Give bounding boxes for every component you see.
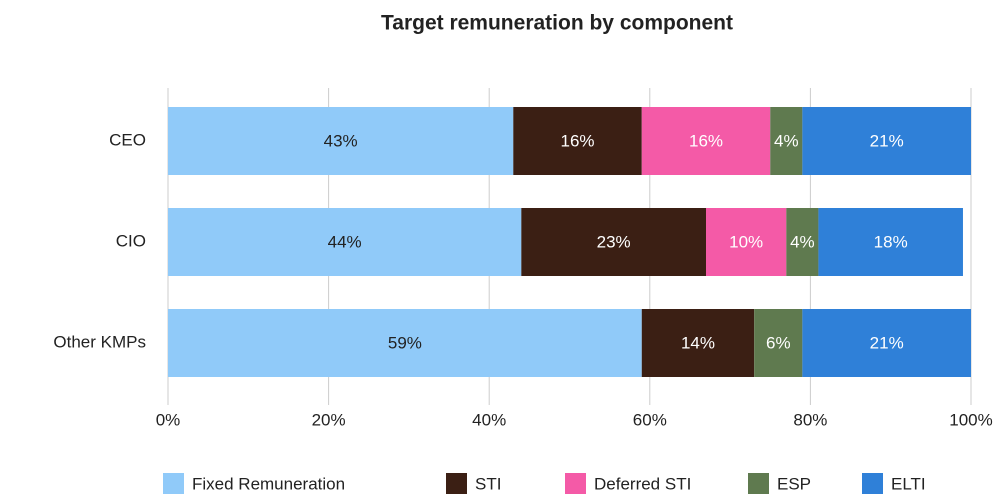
data-label: 18% [874,232,908,251]
x-tick-label: 20% [312,410,346,429]
x-tick-label: 100% [949,410,992,429]
x-tick-label: 40% [472,410,506,429]
bar-segment [818,208,963,276]
chart-title: Target remuneration by component [381,12,733,35]
data-label: 16% [689,131,723,150]
data-label: 21% [870,131,904,150]
data-label: 43% [324,131,358,150]
bar-segment [513,107,642,175]
legend-swatch [565,473,586,494]
bar-segment [641,107,771,175]
legend-swatch [748,473,769,494]
bar-segment [168,309,642,377]
legend-label: Deferred STI [594,474,691,493]
data-label: 4% [774,131,799,150]
data-label: 10% [729,232,763,251]
y-tick-label: CIO [116,231,146,250]
data-label: 16% [561,131,595,150]
data-label: 4% [790,232,815,251]
data-label: 23% [597,232,631,251]
bar-segment [641,309,755,377]
legend-label: STI [475,474,501,493]
legend-label: ESP [777,474,811,493]
y-tick-label: Other KMPs [53,332,146,351]
bar-segment [786,208,819,276]
data-label: 6% [766,333,791,352]
x-tick-label: 0% [156,410,181,429]
data-label: 59% [388,333,422,352]
bar-segment [168,208,522,276]
bar-segment [770,107,803,175]
bar-segment [706,208,787,276]
bar-segment [168,107,514,175]
bar-segment [802,107,971,175]
legend-swatch [446,473,467,494]
legend-label: Fixed Remuneration [192,474,345,493]
x-tick-label: 80% [793,410,827,429]
y-tick-label: CEO [109,130,146,149]
legend-swatch [862,473,883,494]
legend-label: ELTI [891,474,926,493]
x-tick-label: 60% [633,410,667,429]
data-label: 44% [328,232,362,251]
bar-segment [521,208,707,276]
bar-segment [802,309,971,377]
data-label: 21% [870,333,904,352]
bar-segment [754,309,803,377]
legend-swatch [163,473,184,494]
data-label: 14% [681,333,715,352]
